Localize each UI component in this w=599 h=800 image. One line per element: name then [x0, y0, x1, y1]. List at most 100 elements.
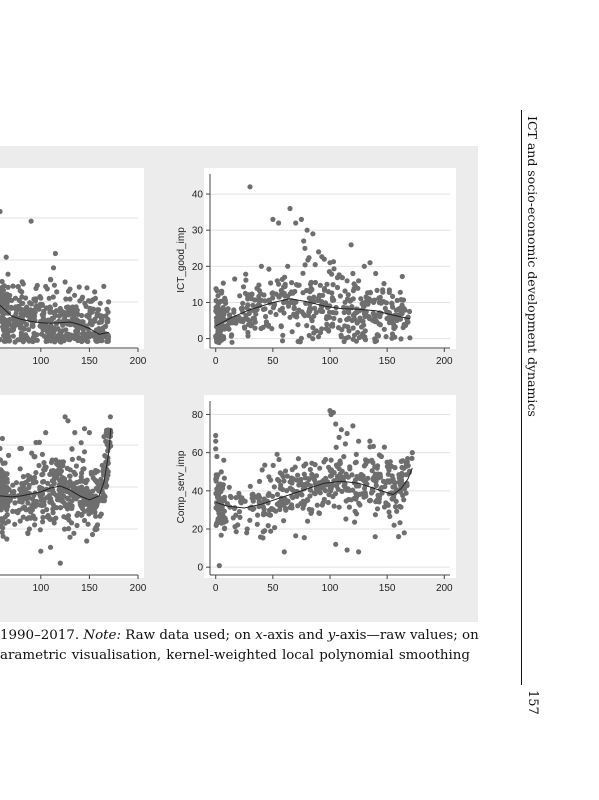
scatter-point: [44, 323, 50, 329]
scatter-point: [232, 505, 238, 511]
scatter-point: [245, 329, 251, 336]
scatter-point: [10, 482, 16, 488]
x-tick-label: 0: [213, 583, 219, 594]
scatter-point: [383, 300, 389, 306]
scatter-point: [86, 506, 92, 513]
scatter-point: [401, 497, 407, 503]
scatter-point: [39, 451, 46, 457]
scatter-point: [217, 314, 223, 321]
scatter-point: [356, 438, 362, 444]
scatter-point: [310, 325, 316, 331]
scatter-point: [0, 468, 5, 474]
scatter-point: [52, 250, 59, 257]
scatter-point: [19, 486, 25, 492]
scatter-point: [221, 519, 227, 525]
scatter-point: [71, 486, 77, 492]
scatter-point: [342, 288, 348, 294]
scatter-point: [372, 512, 378, 518]
scatter-point: [282, 274, 288, 280]
scatter-point: [266, 266, 272, 272]
scatter-point: [362, 334, 368, 340]
scatter-point: [5, 518, 11, 525]
scatter-point: [249, 492, 255, 498]
scatter-point: [281, 299, 287, 306]
scatter-point: [287, 485, 293, 491]
scatter-point: [28, 515, 34, 521]
scatter-point: [289, 280, 295, 286]
scatter-point: [0, 445, 3, 452]
scatter-point: [342, 299, 348, 305]
scatter-point: [300, 290, 306, 296]
scatter-point: [51, 516, 57, 522]
scatter-point: [409, 450, 415, 456]
scatter-point: [342, 441, 348, 447]
scatter-point: [305, 518, 311, 524]
scatter-point: [67, 286, 73, 292]
scatter-point: [33, 285, 39, 291]
scatter-point: [37, 484, 43, 490]
scatter-point: [242, 290, 248, 296]
scatter-point: [50, 265, 57, 271]
y-axis-label: Comp_serv_imp: [176, 450, 187, 523]
scatter-point: [81, 426, 88, 432]
scatter-point: [71, 530, 77, 536]
scatter-point: [250, 315, 256, 321]
scatter-point: [348, 242, 354, 248]
scatter-point: [299, 309, 305, 315]
plot-group: 0 10 20 30 40 ICT_good_imp 0 50 100 150 200: [176, 174, 453, 367]
scatter-point: [57, 465, 63, 471]
scatter-point: [383, 334, 389, 340]
scatter-point: [83, 303, 89, 309]
scatter-point: [233, 529, 239, 535]
y-tick-label: 40: [192, 486, 204, 497]
scatter-point: [79, 319, 85, 325]
scatter-point: [13, 304, 19, 310]
scatter-point: [335, 486, 341, 492]
scatter-point: [331, 503, 337, 509]
scatter-point: [6, 452, 12, 458]
scatter-point: [262, 511, 269, 517]
scatter-point: [103, 313, 109, 319]
scatter-point: [0, 278, 5, 285]
scatter-point: [266, 297, 272, 303]
scatter-point: [8, 305, 14, 311]
scatter-point: [295, 472, 301, 478]
scatter-point: [86, 298, 92, 304]
caption-text: 1990–2017.: [0, 628, 84, 643]
scatter-point: [311, 490, 317, 496]
scatter-point: [0, 299, 4, 306]
scatter-point: [352, 508, 358, 514]
scatter-point: [47, 309, 53, 315]
scatter-point: [9, 297, 15, 303]
scatter-point: [381, 326, 387, 332]
scatter-point: [317, 282, 323, 288]
caption-text: -axis and: [262, 628, 328, 643]
scatter-point: [268, 528, 274, 534]
scatter-point: [399, 470, 405, 476]
caption-line-1: 1990–2017. Note: Raw data used; on x-axi…: [0, 626, 480, 646]
scatter-point: [331, 266, 337, 272]
scatter-point: [6, 495, 12, 501]
scatter-point: [10, 283, 16, 289]
scatter-point: [23, 507, 29, 513]
scatter-point: [281, 549, 287, 555]
smoothing-curve: [0, 304, 109, 335]
scatter-point: [313, 473, 320, 479]
scatter-point: [105, 309, 111, 315]
scatter-point: [0, 529, 5, 535]
scatter-point: [396, 534, 402, 540]
scatter-point: [386, 316, 392, 322]
scatter-point: [221, 475, 227, 481]
scatter-point: [4, 326, 10, 332]
scatter-point: [57, 328, 64, 335]
scatter-point: [397, 504, 403, 510]
scatter-point: [407, 335, 413, 341]
scatter-point: [84, 487, 90, 493]
scatter-point: [29, 496, 36, 502]
scatter-point: [66, 332, 72, 338]
scatter-point: [298, 476, 304, 482]
scatter-point: [93, 337, 99, 343]
scatter-point: [39, 301, 45, 308]
scatter-point: [43, 430, 49, 436]
scatter-point: [254, 521, 260, 527]
